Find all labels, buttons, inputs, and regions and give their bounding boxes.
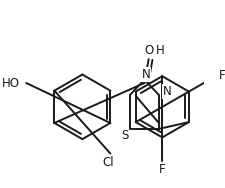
Text: F: F — [159, 163, 166, 176]
Text: S: S — [121, 129, 128, 142]
Text: O: O — [144, 44, 153, 57]
Text: H: H — [156, 44, 165, 57]
Text: Cl: Cl — [102, 156, 114, 169]
Text: F: F — [219, 69, 225, 82]
Text: HO: HO — [2, 77, 20, 89]
Text: N: N — [163, 85, 172, 98]
Text: N: N — [142, 68, 151, 81]
